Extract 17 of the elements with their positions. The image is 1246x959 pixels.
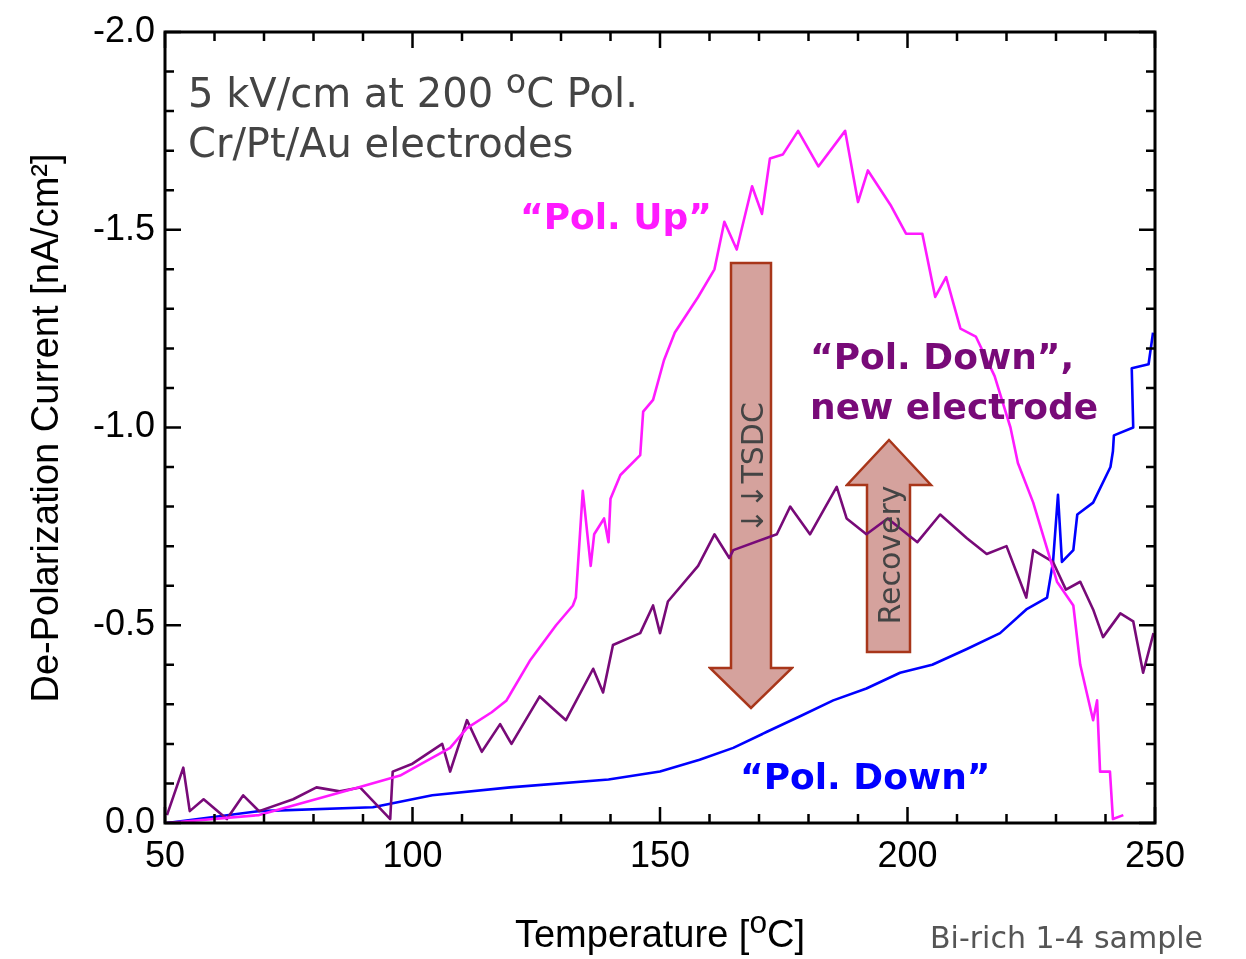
x-tick-label: 100 bbox=[382, 833, 443, 875]
y-axis-title: De-Polarization Current [nA/cm²] bbox=[23, 153, 67, 703]
x-tick-label: 250 bbox=[1124, 833, 1186, 875]
annotation: 5 kV/cm at 200 $^{o}$C Pol. bbox=[188, 62, 638, 117]
series-label: “Pol. Up” bbox=[520, 195, 713, 239]
y-tick-label: -2.0 bbox=[92, 8, 155, 50]
y-tick-label: -1.5 bbox=[92, 206, 155, 248]
series-label: “Pol. Down” bbox=[740, 755, 992, 799]
x-tick-label: 150 bbox=[629, 833, 691, 875]
annotation: Recovery bbox=[871, 485, 907, 625]
text: Bi-rich 1-4 sample bbox=[930, 920, 1204, 955]
x-axis-title: Temperature [$^{o}$C] bbox=[514, 903, 806, 957]
y-tick-label: -1.0 bbox=[92, 404, 155, 446]
annotation: Cr/Pt/Au electrodes bbox=[188, 120, 574, 166]
x-tick-label: 200 bbox=[877, 833, 938, 875]
annotation: ↓↓TSDC bbox=[734, 402, 770, 534]
y-tick-label: -0.5 bbox=[92, 602, 155, 644]
